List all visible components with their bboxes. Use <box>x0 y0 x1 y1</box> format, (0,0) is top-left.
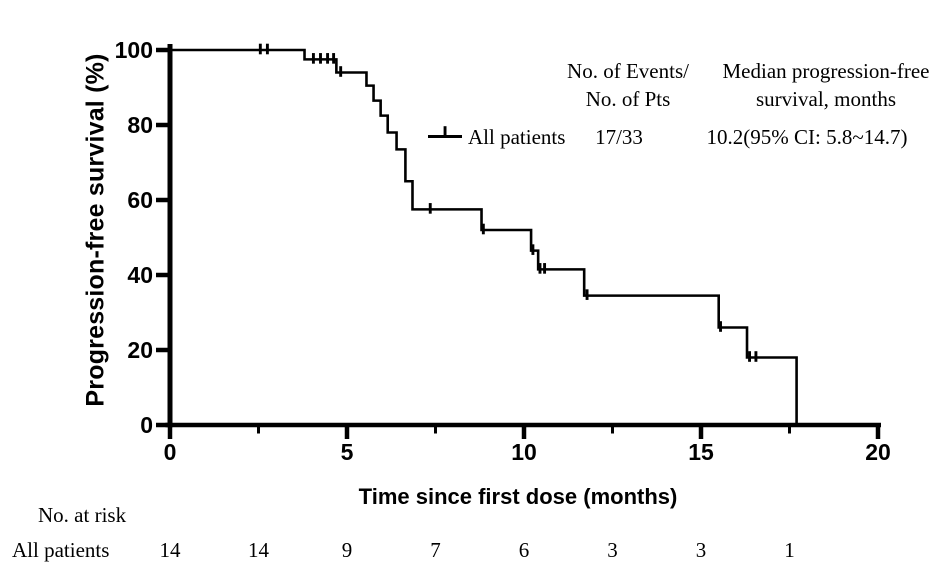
risk-row-label: All patients <box>12 538 110 562</box>
censor-tick <box>332 53 336 64</box>
x-tick-label: 20 <box>865 439 891 465</box>
risk-count: 3 <box>695 538 707 562</box>
risk-count: 7 <box>430 538 441 562</box>
censor-tick <box>481 223 485 235</box>
median-header-line2: survival, months <box>755 87 896 111</box>
censor-tick <box>428 203 432 214</box>
y-tick-label: 40 <box>127 262 153 288</box>
x-tick-label: 10 <box>511 439 537 465</box>
legend-marker-censor-tick <box>443 126 447 137</box>
censor-tick <box>265 43 269 55</box>
censor-tick <box>319 53 322 64</box>
risk-count: 3 <box>607 538 618 562</box>
y-tick-label: 80 <box>127 112 153 138</box>
x-axis-title: Time since first dose (months) <box>358 484 678 509</box>
risk-count: 14 <box>248 538 269 562</box>
x-tick-label: 0 <box>163 439 177 465</box>
censor-tick <box>339 66 343 77</box>
risk-count: 6 <box>518 538 530 562</box>
events-column-header: No. of Events/ No. of Pts <box>567 57 689 113</box>
median-value: 10.2(95% CI: 5.8~14.7) <box>706 125 908 149</box>
median-header-line1: Median progression-free <box>722 59 930 83</box>
risk-table-title: No. at risk <box>38 503 127 527</box>
y-tick-label: 20 <box>127 337 153 363</box>
censor-tick <box>748 351 751 362</box>
censor-tick <box>311 53 315 64</box>
censor-tick <box>585 289 589 300</box>
risk-count: 14 <box>159 538 181 562</box>
x-tick-label: 5 <box>340 439 354 465</box>
censor-tick <box>754 351 758 362</box>
censor-tick <box>719 321 722 332</box>
censor-tick <box>531 244 535 255</box>
km-curve <box>170 48 798 425</box>
y-tick-label: 100 <box>114 37 153 63</box>
events-value: 17/33 <box>595 125 643 149</box>
risk-count: 9 <box>341 538 353 562</box>
censor-tick <box>258 43 262 55</box>
risk-count: 1 <box>784 538 795 562</box>
legend-series-label: All patients <box>468 125 566 149</box>
y-tick-label: 60 <box>127 187 153 213</box>
censor-tick <box>326 53 330 64</box>
x-tick-label: 15 <box>688 439 714 465</box>
censor-tick <box>543 263 547 274</box>
censor-tick <box>538 263 542 274</box>
events-header-line1: No. of Events/ <box>567 59 689 83</box>
median-column-header: Median progression-free survival, months <box>722 57 929 113</box>
events-header-line2: No. of Pts <box>585 87 671 111</box>
y-tick-label: 0 <box>140 412 153 438</box>
